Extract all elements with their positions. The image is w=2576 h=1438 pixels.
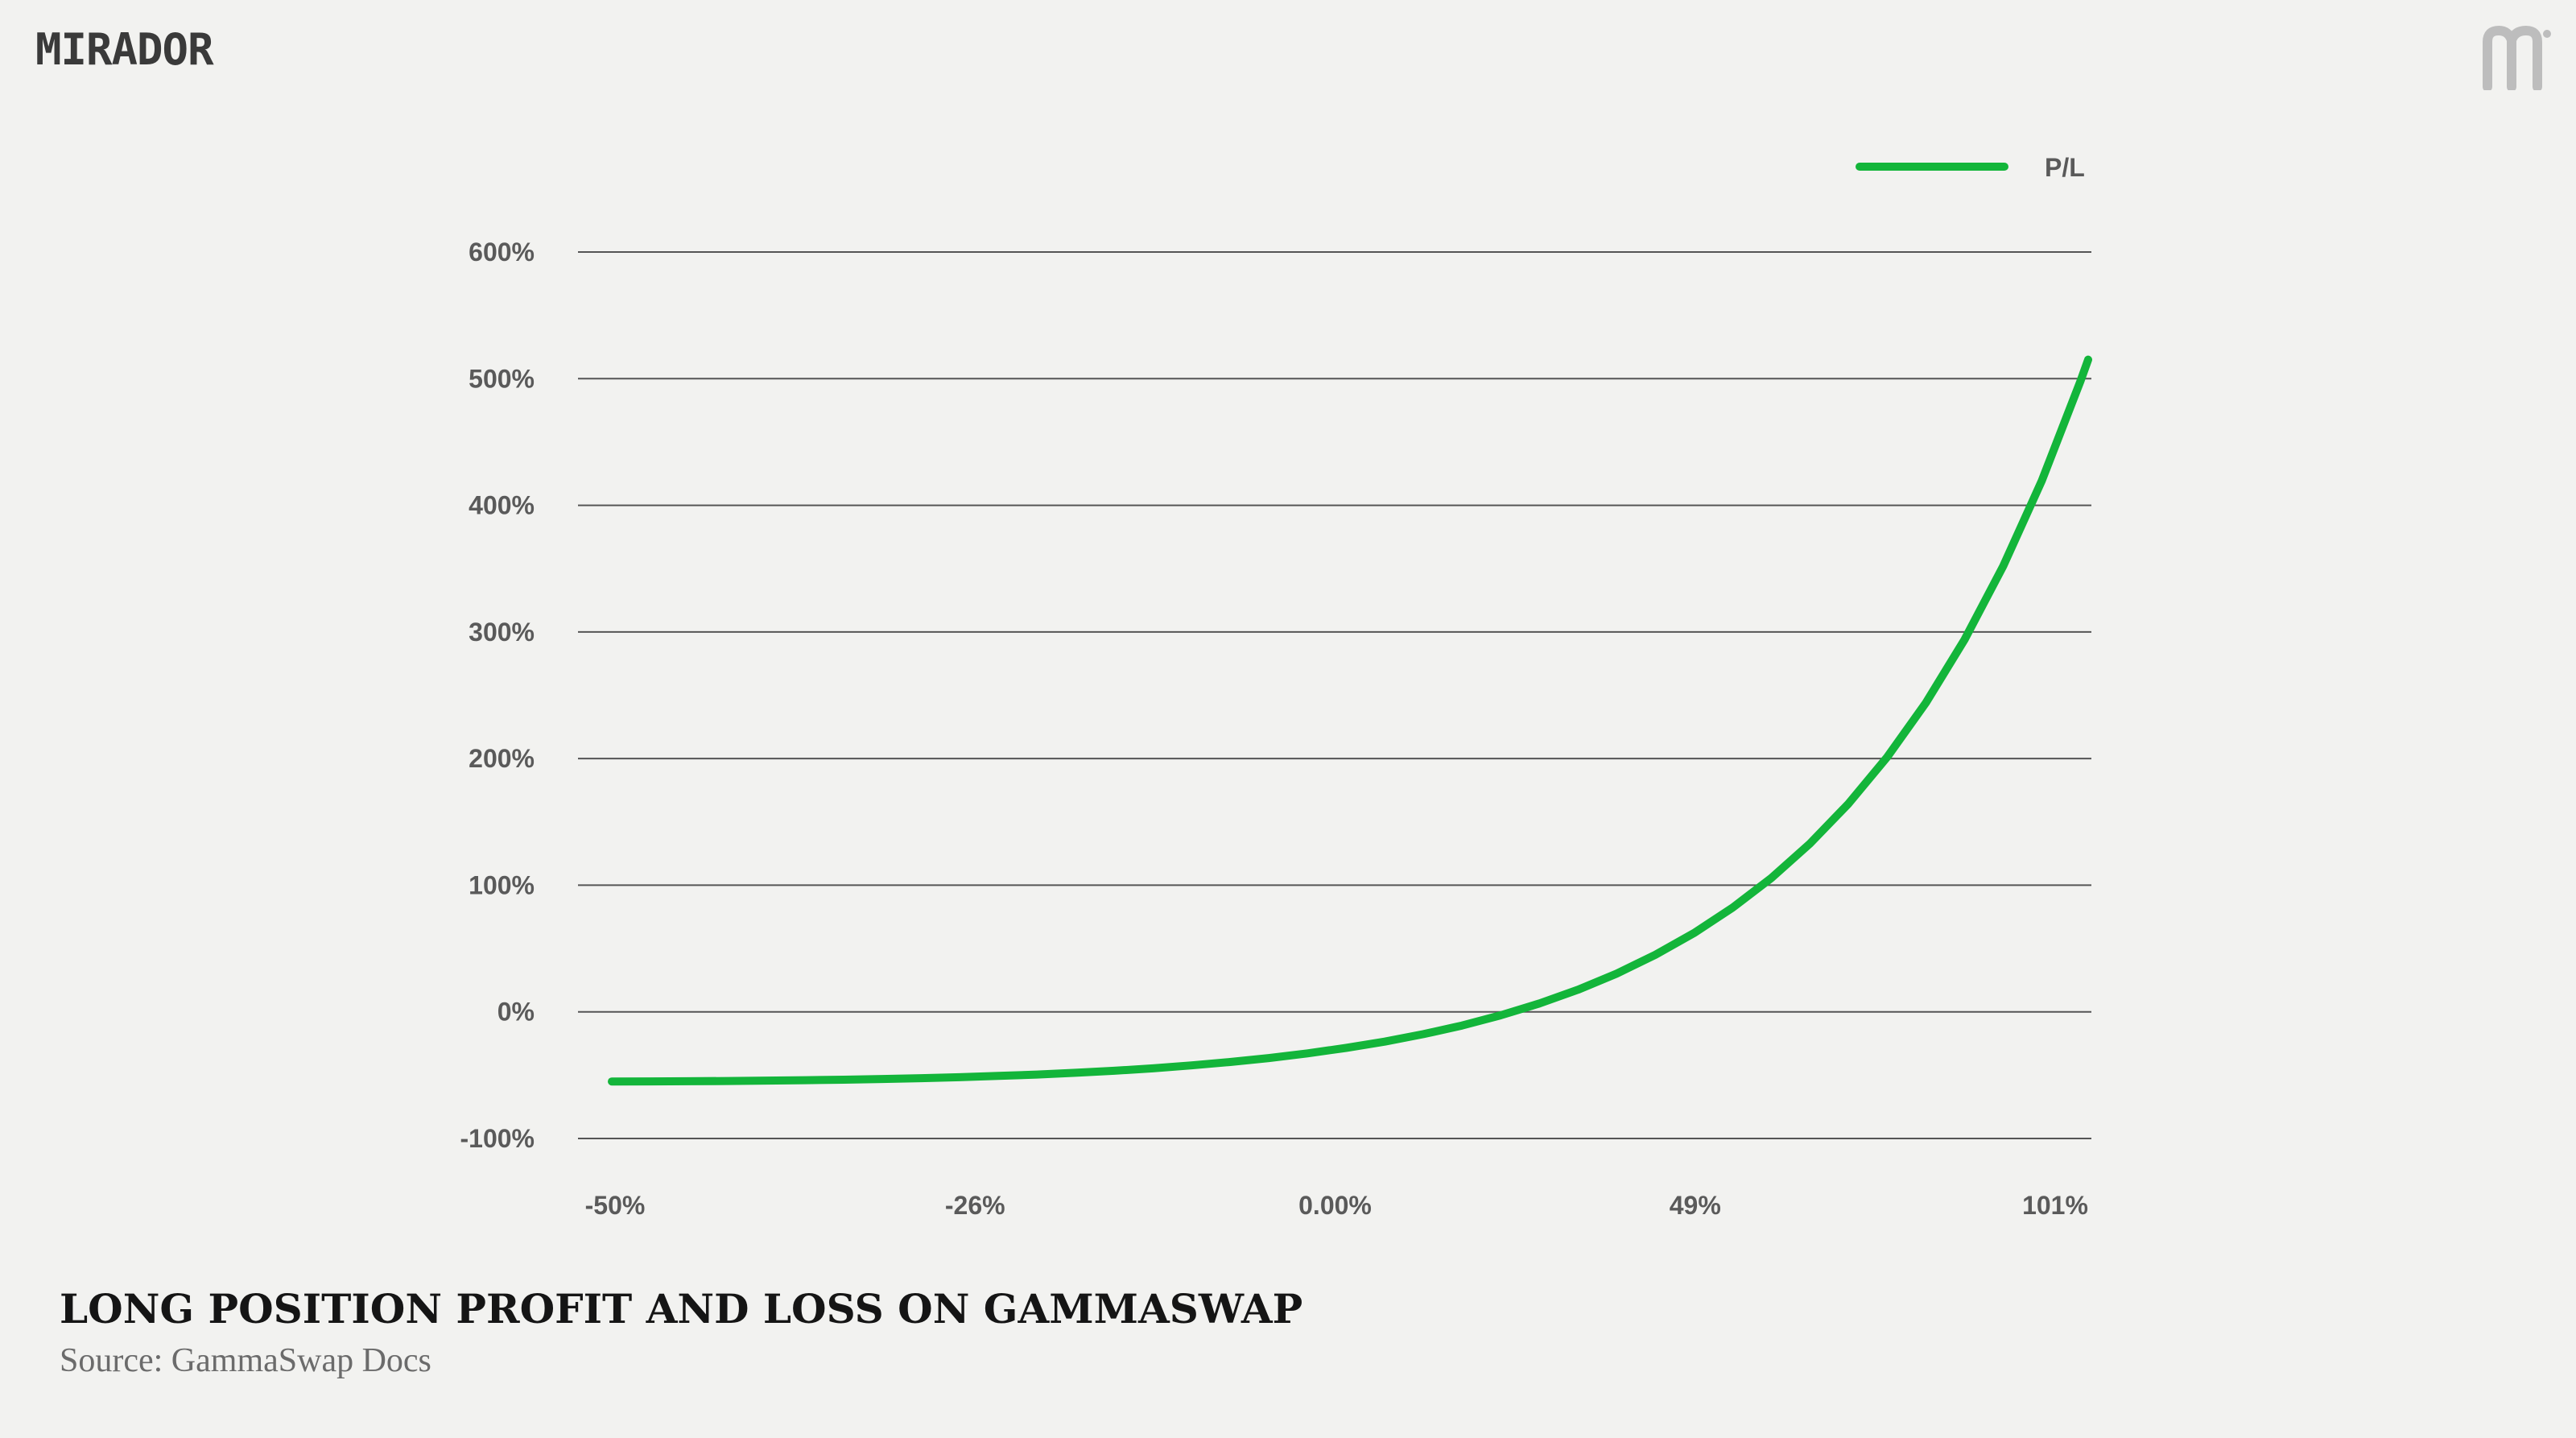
y-tick-label: 100% (469, 870, 535, 899)
x-tick-label: 49% (1670, 1191, 1721, 1220)
y-tick-label: 300% (469, 618, 535, 647)
grid-layer (578, 251, 2091, 1139)
y-tick-label: 200% (469, 744, 535, 773)
y-axis-ticks: -100% 0% 100% 200% 300% 400% 500% 600% (460, 238, 535, 1153)
monogram-dot (2543, 30, 2551, 38)
chart-caption-title: LONG POSITION PROFIT AND LOSS ON GAMMASW… (60, 1285, 1303, 1333)
series-line-pl (608, 355, 2092, 1086)
chart-legend: P/L (1856, 153, 2085, 182)
x-tick-label: -26% (945, 1191, 1005, 1220)
y-tick-label: -100% (460, 1124, 535, 1153)
brand-logo: MIRADOR (35, 24, 214, 75)
series-layer (608, 355, 2092, 1086)
chart-caption-source: Source: GammaSwap Docs (60, 1342, 431, 1379)
x-tick-label: 0.00% (1298, 1191, 1372, 1220)
x-tick-label: -50% (585, 1191, 646, 1220)
y-tick-label: 600% (469, 238, 535, 267)
mirador-monogram-icon (2483, 25, 2551, 90)
legend-label: P/L (2045, 153, 2085, 182)
x-axis-ticks: -50% -26% 0.00% 49% 101% (585, 1191, 2088, 1220)
y-tick-label: 0% (497, 998, 535, 1027)
y-tick-label: 400% (469, 491, 535, 520)
y-tick-label: 500% (469, 364, 535, 393)
x-tick-label: 101% (2022, 1191, 2088, 1220)
